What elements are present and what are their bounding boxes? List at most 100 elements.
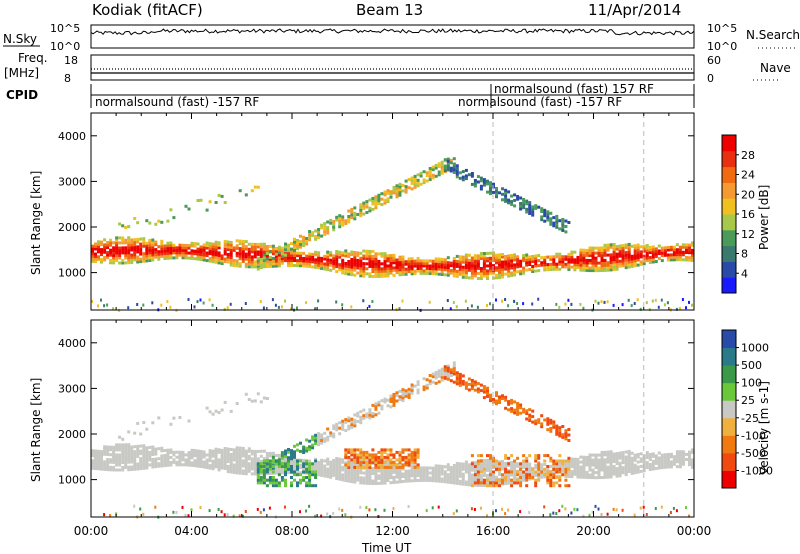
range-cell <box>543 454 547 458</box>
range-cell <box>386 473 390 477</box>
range-cell <box>208 244 212 248</box>
range-cell <box>196 252 200 256</box>
range-cell <box>338 477 342 481</box>
range-cell <box>624 470 628 474</box>
range-cell <box>660 298 663 302</box>
range-cell <box>187 451 191 455</box>
range-cell <box>624 450 628 454</box>
range-cell <box>522 466 526 470</box>
range-cell <box>386 458 390 462</box>
range-cell <box>633 453 637 457</box>
range-cell <box>347 424 351 428</box>
range-cell <box>564 473 568 477</box>
range-cell <box>519 476 523 479</box>
range-cell <box>455 371 459 375</box>
range-cell <box>525 256 529 259</box>
range-cell <box>290 250 293 254</box>
range-cell <box>389 190 393 194</box>
range-cell <box>482 262 486 265</box>
range-cell <box>217 450 221 454</box>
range-cell <box>552 224 556 228</box>
range-cell <box>223 454 227 458</box>
range-cell <box>268 250 272 254</box>
range-cell <box>513 477 517 481</box>
range-cell <box>151 251 155 254</box>
range-cell <box>145 249 149 253</box>
range-cell <box>401 465 405 469</box>
range-cell <box>558 255 562 259</box>
range-cell <box>470 384 474 388</box>
range-cell <box>522 302 525 306</box>
range-cell <box>202 460 206 464</box>
range-cell <box>588 456 592 459</box>
range-cell <box>455 169 459 173</box>
range-cell <box>163 449 167 452</box>
range-cell <box>603 300 606 304</box>
range-cell <box>314 237 318 241</box>
range-cell <box>395 195 399 199</box>
range-cell <box>564 434 568 438</box>
range-cell <box>455 474 459 478</box>
range-cell <box>262 261 266 265</box>
range-cell <box>486 468 489 472</box>
range-cell <box>389 468 393 472</box>
range-cell <box>259 476 263 479</box>
range-cell <box>311 484 315 488</box>
range-cell <box>498 465 501 469</box>
range-cell <box>338 507 341 511</box>
range-cell <box>302 241 306 245</box>
range-cell <box>296 471 299 475</box>
range-cell <box>178 460 182 464</box>
range-cell <box>455 167 459 171</box>
range-cell <box>308 484 312 488</box>
range-cell <box>443 273 447 277</box>
range-cell <box>582 306 585 310</box>
range-cell <box>651 245 655 249</box>
range-cell <box>323 262 327 266</box>
range-cell <box>244 193 248 197</box>
range-cell <box>606 473 610 477</box>
range-cell <box>531 302 534 306</box>
range-cell <box>639 250 643 254</box>
range-cell <box>287 459 290 463</box>
range-cell <box>271 244 275 248</box>
range-cell <box>356 458 360 462</box>
range-cell <box>672 255 676 259</box>
range-cell <box>106 256 110 260</box>
range-cell <box>229 263 233 267</box>
range-cell <box>118 453 122 457</box>
range-cell <box>148 256 152 260</box>
range-cell <box>452 257 456 260</box>
range-cell <box>413 465 417 469</box>
range-cell <box>214 253 218 257</box>
range-cell <box>606 475 610 479</box>
range-cell <box>308 447 312 451</box>
range-cell <box>691 241 694 245</box>
range-cell <box>389 254 393 258</box>
range-cell <box>368 481 372 485</box>
range-cell <box>564 474 568 478</box>
range-cell <box>537 297 540 301</box>
range-cell <box>208 247 212 251</box>
station-title: Kodiak (fitACF) <box>92 1 203 19</box>
range-cell <box>214 258 218 262</box>
range-cell <box>688 450 691 454</box>
range-cell <box>458 462 462 466</box>
range-cell <box>386 274 390 278</box>
range-cell <box>190 461 194 465</box>
range-cell <box>169 244 173 247</box>
range-cell <box>302 251 306 255</box>
range-cell <box>91 254 94 258</box>
power-cbar-swatch <box>722 229 736 247</box>
range-cell <box>199 245 203 249</box>
range-cell <box>501 507 503 511</box>
range-cell <box>389 264 393 268</box>
range-cell <box>537 478 541 482</box>
range-cell <box>262 476 266 479</box>
range-cell <box>329 473 333 477</box>
range-cell <box>510 468 514 472</box>
range-cell <box>528 413 532 417</box>
range-cell <box>121 466 125 469</box>
range-cell <box>543 208 547 212</box>
range-cell <box>133 258 137 262</box>
